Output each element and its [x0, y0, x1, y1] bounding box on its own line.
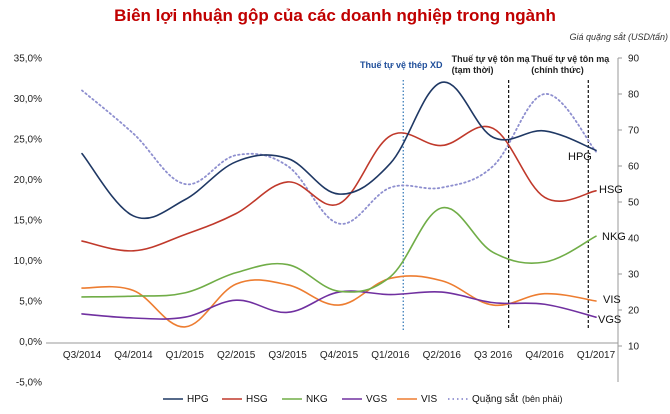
- y2-tick-label: 20: [628, 306, 640, 317]
- series-line-hsg: [81, 125, 597, 252]
- chart-title: Biên lợi nhuận gộp của các doanh nghiệp …: [114, 6, 556, 25]
- y-tick-label: 15,0%: [14, 216, 42, 227]
- legend-label: Quặng sắt: [472, 392, 518, 405]
- x-tick-label: Q3 2016: [474, 350, 513, 361]
- y-tick-label: 20,0%: [14, 175, 42, 186]
- annotation-label: Thuế tự vệ tôn mạ: [531, 54, 610, 64]
- legend-label: HSG: [246, 394, 268, 405]
- end-labels: HPG HSG NKG VIS VGS: [568, 151, 626, 326]
- series-line-nkg: [81, 206, 597, 298]
- x-tick-label: Q4/2014: [114, 350, 153, 361]
- y-tick-label: 35,0%: [14, 54, 42, 65]
- y-tick-label: 10,0%: [14, 256, 42, 267]
- y-tick-label: 30,0%: [14, 94, 42, 105]
- annotation-label: Thuế tự vệ thép XD: [360, 60, 443, 70]
- y-tick-label: -5,0%: [16, 378, 42, 389]
- annotation-label: (tạm thời): [452, 65, 494, 75]
- annotation-label: Thuế tự vệ tôn mạ: [452, 54, 531, 64]
- legend-label: VGS: [366, 394, 387, 405]
- y-tick-label: 5,0%: [19, 297, 42, 308]
- y2-tick-label: 70: [628, 126, 640, 137]
- legend-label: NKG: [306, 394, 328, 405]
- x-tick-label: Q1/2016: [371, 350, 410, 361]
- x-tick-label: Q2/2016: [423, 350, 462, 361]
- y2-tick-label: 30: [628, 270, 640, 281]
- end-label: VIS: [603, 294, 621, 306]
- x-tick-label: Q3/2014: [63, 350, 102, 361]
- x-tick-label: Q3/2015: [268, 350, 307, 361]
- end-label: HSG: [599, 184, 623, 196]
- series-lines: [81, 81, 597, 328]
- x-tick-label: Q1/2015: [166, 350, 205, 361]
- y-tick-labels: -5,0% 0,0% 5,0% 10,0% 15,0% 20,0% 25,0% 30,0% 35…: [14, 54, 42, 389]
- y2-axis-label: Giá quặng sắt (USD/tấn): [569, 32, 668, 42]
- y2-tick-label: 10: [628, 342, 640, 353]
- y-tick-label: 0,0%: [19, 337, 42, 348]
- x-tick-label: Q2/2015: [217, 350, 256, 361]
- y2-tick-label: 60: [628, 162, 640, 173]
- y2-tick-labels: 10 20 30 40 50 60 70 80 90: [618, 54, 640, 353]
- x-tick-label: Q4/2015: [320, 350, 359, 361]
- y-tick-label: 25,0%: [14, 135, 42, 146]
- plot-area: -5,0% 0,0% 5,0% 10,0% 15,0% 20,0% 25,0% 30,0% 35…: [14, 54, 640, 389]
- y2-tick-label: 40: [628, 234, 640, 245]
- end-label: VGS: [598, 314, 621, 326]
- series-line-hpg: [81, 81, 597, 220]
- x-tick-label: Q4/2016: [525, 350, 564, 361]
- series-line-qu-ng-s-t: [81, 89, 597, 225]
- legend-label: HPG: [187, 394, 209, 405]
- end-label: NKG: [602, 231, 626, 243]
- y2-tick-label: 90: [628, 54, 640, 65]
- x-tick-labels: Q3/2014 Q4/2014 Q1/2015 Q2/2015 Q3/2015 Q4/20…: [63, 350, 616, 361]
- annotation-label: (chính thức): [531, 65, 584, 75]
- legend: HPG HSG NKG VGS VIS Quặng sắt (bên phải): [163, 392, 563, 405]
- end-label: HPG: [568, 151, 592, 163]
- series-line-vgs: [81, 290, 597, 320]
- legend-label: VIS: [421, 394, 437, 405]
- y2-tick-label: 80: [628, 90, 640, 101]
- y2-tick-label: 50: [628, 198, 640, 209]
- x-tick-label: Q1/2017: [577, 350, 616, 361]
- legend-note: (bên phải): [522, 394, 563, 404]
